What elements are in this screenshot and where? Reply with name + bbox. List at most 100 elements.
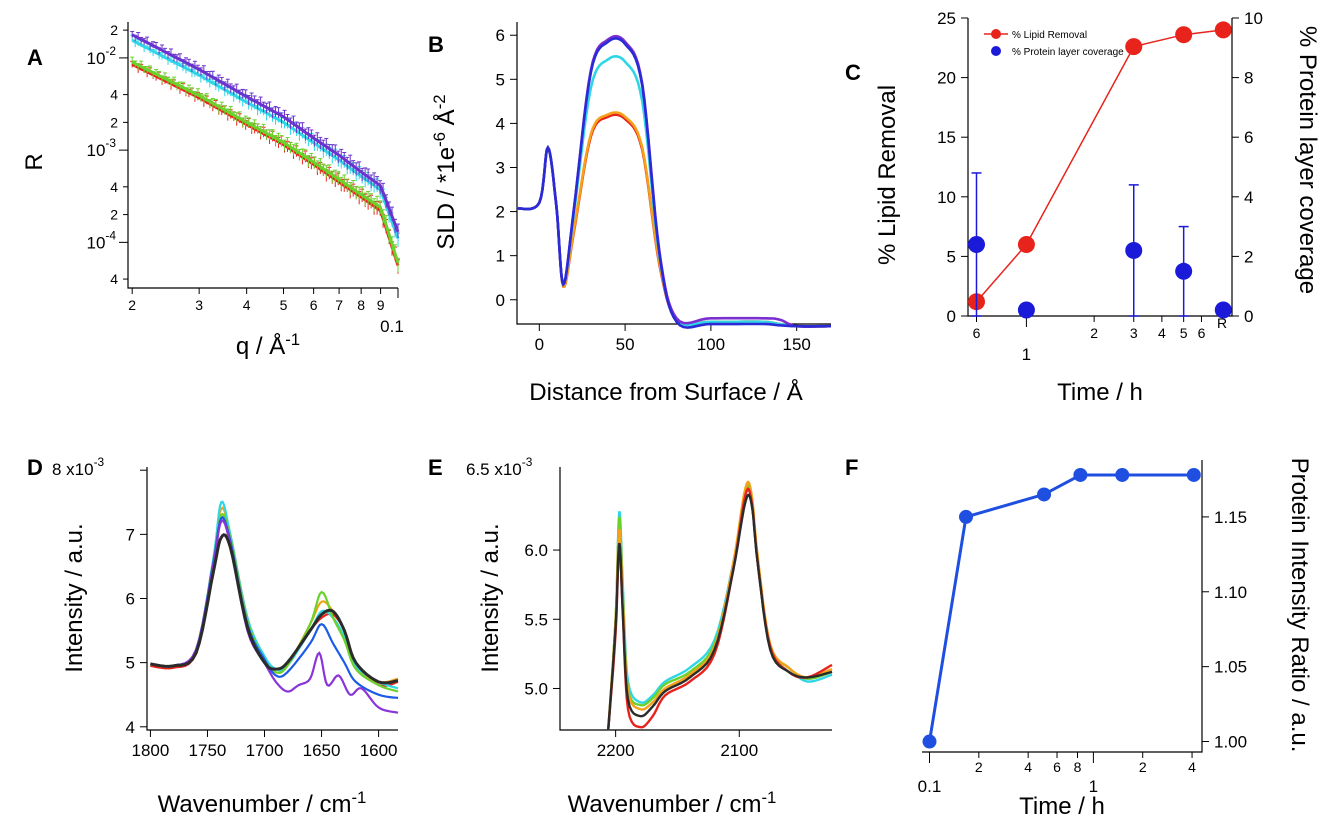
x-tick-label-d-2: 1700 (246, 741, 284, 760)
x-tick-label-a-1: 3 (195, 297, 203, 313)
y-tick-label-f-0: 1.00 (1214, 733, 1247, 752)
line-a-1 (131, 60, 400, 264)
x-tick-label-f-5: 1 (1089, 777, 1098, 796)
x-axis-label-f: Time / h (1019, 793, 1105, 820)
line-intensity-ratio (928, 473, 1194, 742)
y-tick-label-b-4: 4 (496, 114, 505, 133)
panel-letter-d: D (27, 455, 43, 480)
y-tick-label-d-2: 6 (126, 590, 135, 609)
legend-marker-lipid (991, 29, 1001, 39)
y-tick-label-a-2: 4 (110, 87, 118, 103)
y-multiplier-e: 6.5 x10-3 (466, 455, 533, 479)
y-axis-label-e: Intensity / a.u. (477, 523, 504, 672)
panel-b-sld-profile: 0 1 2 3 4 5 6 0 50 100 150 Distance from Surface / … (430, 22, 831, 406)
x-tick-label-b-0: 0 (535, 335, 544, 354)
axis-frame-f (922, 460, 1203, 753)
x-tick-label-c-5: 5 (1180, 325, 1188, 341)
point-lipid-removal-1 (1017, 235, 1035, 253)
y-tick-label-left-c-5: 25 (937, 9, 956, 28)
line-e-1 (607, 484, 833, 731)
line-d-2 (150, 500, 399, 690)
x-tick-label-a-6: 8 (357, 297, 365, 313)
axis-frame-c (967, 18, 1233, 317)
panel-e-cd-spectra: 5.0 5.5 6.0 2200 2100 6.5 x10-3 Intensity / a.… (466, 455, 833, 818)
x-tick-label-f-7: 4 (1188, 759, 1196, 775)
point-protein-coverage-2 (1125, 241, 1143, 259)
y-tick-label-d-3: 7 (126, 525, 135, 544)
y-tick-label-left-c-0: 0 (947, 307, 956, 326)
y-tick-label-b-5: 5 (496, 70, 505, 89)
x-tick-label-c-0: 6 (973, 325, 981, 341)
point-intensity-ratio-3 (1073, 467, 1088, 482)
x-tick-label-f-1: 2 (975, 759, 983, 775)
x-tick-label-c-3: 3 (1130, 325, 1138, 341)
y-tick-label-b-6: 6 (496, 26, 505, 45)
point-intensity-ratio-5 (1186, 467, 1201, 482)
line-d-6 (150, 533, 399, 685)
y-tick-label-e-0: 5.0 (524, 679, 548, 698)
x-end-label-c: R (1217, 315, 1227, 331)
line-e-0 (607, 487, 833, 731)
x-tick-label-a-4: 6 (310, 297, 318, 313)
x-tick-label-f-6: 2 (1139, 759, 1147, 775)
axis-frame-e (559, 467, 832, 731)
y-tick-label-e-2: 6.0 (524, 541, 548, 560)
y-tick-label-left-c-2: 10 (937, 188, 956, 207)
point-intensity-ratio-1 (958, 509, 973, 524)
point-protein-coverage-0 (968, 235, 986, 253)
panel-f-intensity-ratio: 1.00 1.05 1.10 1.15 0.1 2 4 6 81 2 4 Time / h Protei… (918, 458, 1313, 820)
y-tick-label-d-0: 4 (126, 718, 135, 737)
x-tick-label-b-2: 100 (697, 335, 725, 354)
series-a-1 (130, 56, 400, 273)
y-tick-label-b-3: 3 (496, 158, 505, 177)
line-e-3 (607, 487, 833, 731)
y-tick-label-a-3: 2 (110, 114, 118, 130)
x-tick-label-e-1: 2100 (720, 741, 758, 760)
x-tick-label-e-0: 2200 (597, 741, 635, 760)
point-intensity-ratio-2 (1037, 487, 1052, 502)
y-tick-label-left-c-3: 15 (937, 128, 956, 147)
x-tick-label-c-1: 1 (1022, 345, 1031, 364)
point-lipid-removal-3 (1175, 26, 1193, 44)
axis-frame-a (127, 22, 398, 289)
series-a-3 (130, 30, 400, 238)
y-tick-label-right-c-4: 8 (1244, 69, 1253, 88)
x-axis-label-e: Wavenumber / cm-1 (568, 788, 777, 818)
point-intensity-ratio-4 (1115, 467, 1130, 482)
y-tick-label-a-0: 2 (110, 22, 118, 38)
y-tick-label-right-c-0: 0 (1244, 307, 1253, 326)
series-a-2 (130, 34, 400, 247)
y-tick-label-a-4: 10-3 (87, 136, 117, 160)
y-tick-label-a-7: 10-4 (87, 228, 117, 252)
x-major-tick-label-a: 0.1 (380, 317, 404, 336)
y-tick-label-a-6: 2 (110, 207, 118, 223)
line-e-4 (607, 493, 833, 731)
y-tick-label-a-1: 10-2 (87, 44, 117, 68)
panel-letter-b: B (428, 32, 444, 57)
y-tick-label-a-5: 4 (110, 179, 118, 195)
y-axis-label-b: SLD / *1e-6 Å-2 (430, 94, 460, 249)
legend-label-protein: % Protein layer coverage (1012, 47, 1124, 58)
y-tick-label-b-1: 1 (496, 247, 505, 266)
point-protein-coverage-1 (1017, 301, 1035, 319)
line-a-3 (131, 33, 400, 233)
y-axis-label-a: R (21, 153, 48, 170)
y-tick-label-e-1: 5.5 (524, 610, 548, 629)
y-tick-label-right-c-5: 10 (1244, 9, 1263, 28)
x-tick-label-c-6: 6 (1198, 325, 1206, 341)
y-axis-label-d: Intensity / a.u. (61, 523, 88, 672)
x-axis-label-b: Distance from Surface / Å (529, 378, 802, 406)
panel-letter-f: F (845, 455, 858, 480)
x-axis-label-a: q / Å-1 (236, 330, 300, 360)
point-protein-coverage-3 (1175, 262, 1193, 280)
panel-letter-a: A (27, 45, 43, 70)
panel-letter-e: E (428, 455, 443, 480)
y-tick-label-right-c-1: 2 (1244, 247, 1253, 266)
y-tick-label-left-c-1: 5 (947, 247, 956, 266)
x-tick-label-a-5: 7 (335, 297, 343, 313)
line-b-0 (516, 113, 831, 328)
x-axis-label-d: Wavenumber / cm-1 (158, 788, 367, 818)
line-a-0 (131, 63, 400, 267)
x-tick-label-f-3: 6 (1053, 759, 1061, 775)
